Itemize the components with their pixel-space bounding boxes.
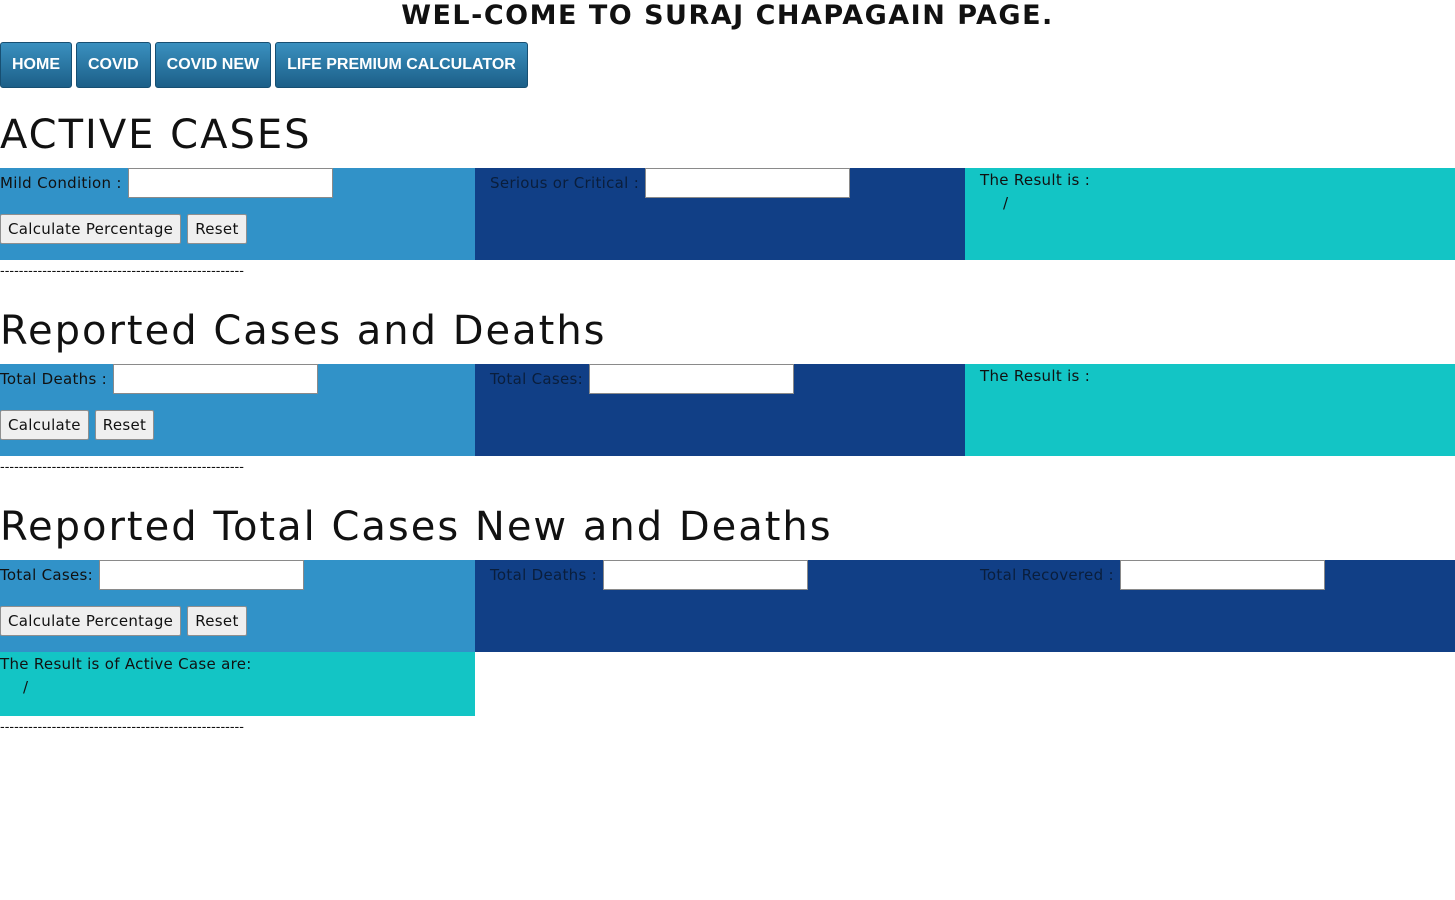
reported-total-reset-button[interactable]: Reset xyxy=(187,606,247,636)
active-cases-result-value: / xyxy=(1003,194,1009,212)
reported-total-result-panel: The Result is of Active Case are: / xyxy=(0,652,475,716)
separator: ----------------------------------------… xyxy=(0,264,244,279)
total-cases-new-label: Total Cases: xyxy=(0,566,93,584)
reported-cases-total-panel: Total Cases: xyxy=(475,364,965,456)
reported-total-cases-panel: Total Cases: Calculate Percentage Reset xyxy=(0,560,475,652)
serious-critical-label: Serious or Critical : xyxy=(490,174,640,192)
reported-total-result-value: / xyxy=(23,678,29,696)
total-cases-label: Total Cases: xyxy=(490,370,583,388)
serious-critical-input[interactable] xyxy=(645,168,851,198)
reported-cases-result-panel: The Result is : xyxy=(965,364,1455,456)
reported-total-result-label: The Result is of Active Case are: xyxy=(0,655,252,673)
active-cases-reset-button[interactable]: Reset xyxy=(187,214,247,244)
active-cases-result-label: The Result is : xyxy=(980,171,1091,189)
main-nav: HOME COVID COVID NEW LIFE PREMIUM CALCUL… xyxy=(0,42,528,88)
nav-home-button[interactable]: HOME xyxy=(0,42,72,88)
active-cases-serious-panel: Serious or Critical : xyxy=(475,168,965,260)
reported-total-calculate-button[interactable]: Calculate Percentage xyxy=(0,606,182,636)
total-cases-new-input[interactable] xyxy=(98,560,304,590)
total-deaths-new-input[interactable] xyxy=(603,560,808,590)
total-deaths-new-label: Total Deaths : xyxy=(490,566,597,584)
nav-life-premium-calculator-button[interactable]: LIFE PREMIUM CALCULATOR xyxy=(275,42,528,88)
total-recovered-input[interactable] xyxy=(1119,560,1325,590)
page-title: WEL-COME TO SURAJ CHAPAGAIN PAGE. xyxy=(401,0,1054,31)
reported-cases-title: Reported Cases and Deaths xyxy=(0,308,607,354)
reported-cases-reset-button[interactable]: Reset xyxy=(94,410,155,440)
reported-cases-result-label: The Result is : xyxy=(980,367,1091,385)
separator: ----------------------------------------… xyxy=(0,460,244,475)
mild-condition-input[interactable] xyxy=(127,168,333,198)
total-deaths-input[interactable] xyxy=(113,364,318,394)
active-cases-result-panel: The Result is : / xyxy=(965,168,1455,260)
reported-total-title: Reported Total Cases New and Deaths xyxy=(0,504,833,550)
total-cases-input[interactable] xyxy=(588,364,794,394)
reported-cases-deaths-panel: Total Deaths : Calculate Reset xyxy=(0,364,475,456)
total-deaths-label: Total Deaths : xyxy=(0,370,107,388)
active-cases-title: ACTIVE CASES xyxy=(0,112,312,158)
separator: ----------------------------------------… xyxy=(0,720,244,735)
nav-covid-new-button[interactable]: COVID NEW xyxy=(154,42,272,88)
reported-cases-calculate-button[interactable]: Calculate xyxy=(0,410,89,440)
active-cases-calculate-button[interactable]: Calculate Percentage xyxy=(0,214,182,244)
reported-total-deaths-recovered-panel: Total Deaths : Total Recovered : xyxy=(475,560,1455,652)
nav-covid-button[interactable]: COVID xyxy=(76,42,151,88)
active-cases-mild-panel: Mild Condition : Calculate Percentage Re… xyxy=(0,168,475,260)
total-recovered-label: Total Recovered : xyxy=(980,566,1114,584)
mild-condition-label: Mild Condition : xyxy=(0,174,122,192)
